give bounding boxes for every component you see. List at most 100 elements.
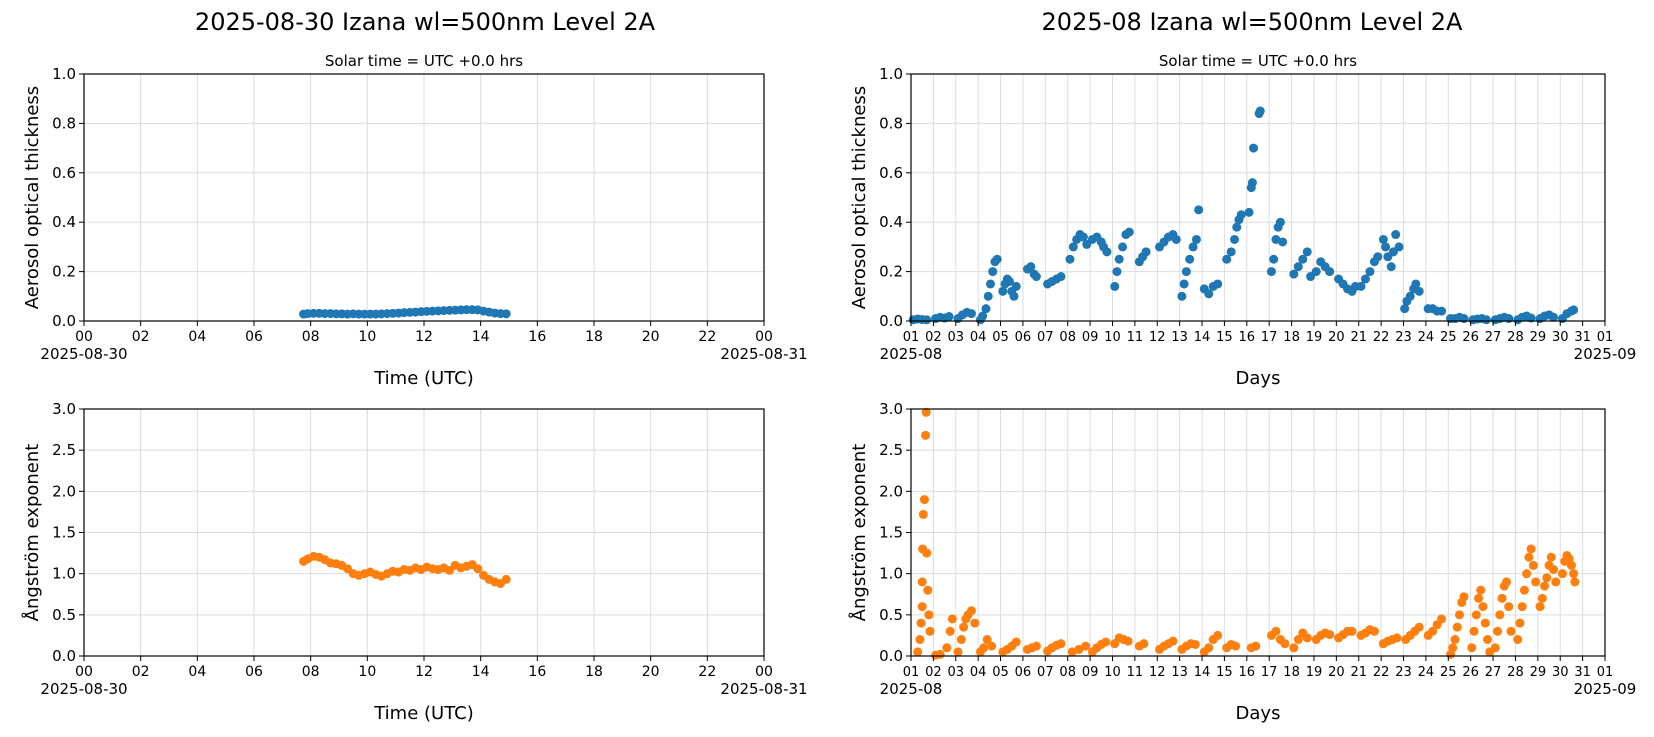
- data-point: [923, 585, 933, 595]
- data-point: [942, 643, 952, 653]
- x-tick-label: 10: [358, 329, 376, 345]
- data-point: [978, 311, 988, 321]
- x-tick-label: 07: [1037, 330, 1054, 345]
- data-point: [921, 430, 931, 440]
- y-tick-label: 0.2: [879, 263, 903, 281]
- x-tick-label: 12: [1149, 330, 1166, 345]
- data-point: [1549, 565, 1559, 575]
- data-point: [956, 635, 966, 645]
- data-point: [1114, 254, 1124, 264]
- data-point: [1373, 252, 1383, 262]
- x-tick-label: 12: [415, 664, 433, 680]
- data-point: [922, 315, 932, 325]
- data-point: [1289, 269, 1299, 279]
- data-point: [1454, 610, 1464, 620]
- x-tick-label: 20: [1328, 330, 1345, 345]
- data-point: [1031, 272, 1041, 282]
- x-tick-label: 11: [1127, 330, 1144, 345]
- x-date-start-label: 2025-08: [880, 680, 943, 698]
- x-tick-label: 31: [1574, 665, 1591, 680]
- x-axis-label: Time (UTC): [373, 703, 474, 724]
- x-tick-label: 10: [358, 664, 376, 680]
- data-point: [1031, 641, 1041, 651]
- x-tick-label: 08: [1059, 330, 1076, 345]
- data-point: [1528, 560, 1538, 570]
- data-point: [959, 622, 969, 632]
- y-tick-label: 0.5: [879, 606, 903, 624]
- x-tick-label: 01: [1597, 330, 1614, 345]
- x-tick-label: 00: [755, 329, 773, 345]
- data-point: [1524, 552, 1534, 562]
- data-point: [1011, 637, 1021, 647]
- data-point: [1065, 254, 1075, 264]
- data-point: [1391, 230, 1401, 240]
- data-point: [1411, 279, 1421, 289]
- data-point: [473, 564, 483, 574]
- y-tick-label: 0.8: [52, 114, 76, 132]
- x-tick-label: 18: [1283, 665, 1300, 680]
- data-point: [1490, 643, 1500, 653]
- x-tick-label: 12: [1149, 665, 1166, 680]
- x-tick-label: 17: [1261, 330, 1278, 345]
- data-point: [1515, 618, 1525, 628]
- x-axis-label: Time (UTC): [373, 368, 474, 389]
- chart-subtitle: Solar time = UTC +0.0 hrs: [325, 52, 523, 70]
- data-point: [1546, 552, 1556, 562]
- data-point: [921, 407, 931, 417]
- data-point: [947, 614, 957, 624]
- x-tick-label: 16: [1239, 330, 1256, 345]
- x-tick-label: 16: [528, 664, 546, 680]
- data-point: [1289, 643, 1299, 653]
- data-point: [1526, 544, 1536, 554]
- data-point: [944, 312, 954, 322]
- data-point: [998, 286, 1008, 296]
- data-point: [1478, 602, 1488, 612]
- x-tick-label: 27: [1485, 330, 1502, 345]
- x-tick-label: 19: [1306, 330, 1323, 345]
- data-point: [1191, 234, 1201, 244]
- y-tick-label: 2.0: [879, 482, 903, 500]
- y-tick-label: 0.0: [52, 647, 76, 665]
- data-point: [1482, 635, 1492, 645]
- x-tick-label: 03: [948, 330, 965, 345]
- data-point: [913, 647, 923, 657]
- y-tick-label: 2.5: [879, 441, 903, 459]
- x-tick-label: 07: [1037, 665, 1054, 680]
- data-point: [1078, 232, 1088, 242]
- data-point: [1360, 274, 1370, 284]
- data-point: [1467, 643, 1477, 653]
- data-point: [1247, 178, 1257, 188]
- data-point: [1056, 272, 1066, 282]
- x-tick-label: 09: [1082, 330, 1099, 345]
- data-point: [1437, 306, 1447, 316]
- x-tick-label: 02: [925, 330, 942, 345]
- x-tick-label: 15: [1216, 330, 1233, 345]
- data-point: [1009, 291, 1019, 301]
- data-point: [1266, 267, 1276, 277]
- y-tick-label: 0.0: [879, 647, 903, 665]
- data-point: [1139, 639, 1149, 649]
- data-point: [1476, 585, 1486, 595]
- x-date-end-label: 2025-09: [1574, 680, 1637, 698]
- x-tick-label: 12: [415, 329, 433, 345]
- data-point: [1124, 227, 1134, 237]
- axes-frame: [910, 73, 1606, 322]
- x-tick-label: 29: [1530, 665, 1547, 680]
- data-point: [1392, 633, 1402, 643]
- x-axis-label: Days: [1236, 703, 1281, 724]
- data-point: [1101, 637, 1111, 647]
- data-point: [1365, 267, 1375, 277]
- x-date-start-label: 2025-08: [880, 345, 943, 363]
- data-point: [1437, 614, 1447, 624]
- x-date-end-label: 2025-08-31: [720, 680, 807, 698]
- data-point: [1171, 234, 1181, 244]
- data-point: [1011, 281, 1021, 291]
- data-point: [1204, 643, 1214, 653]
- data-point: [1269, 254, 1279, 264]
- chart-panel-monthly-aod: 01 02 03 04 05 06 07 08 09 10 11 12 13 14 15 16 17 18 19 20…: [849, 52, 1636, 389]
- x-tick-label: 22: [698, 329, 716, 345]
- data-point: [918, 509, 928, 519]
- data-point: [1231, 641, 1241, 651]
- data-point: [922, 548, 932, 558]
